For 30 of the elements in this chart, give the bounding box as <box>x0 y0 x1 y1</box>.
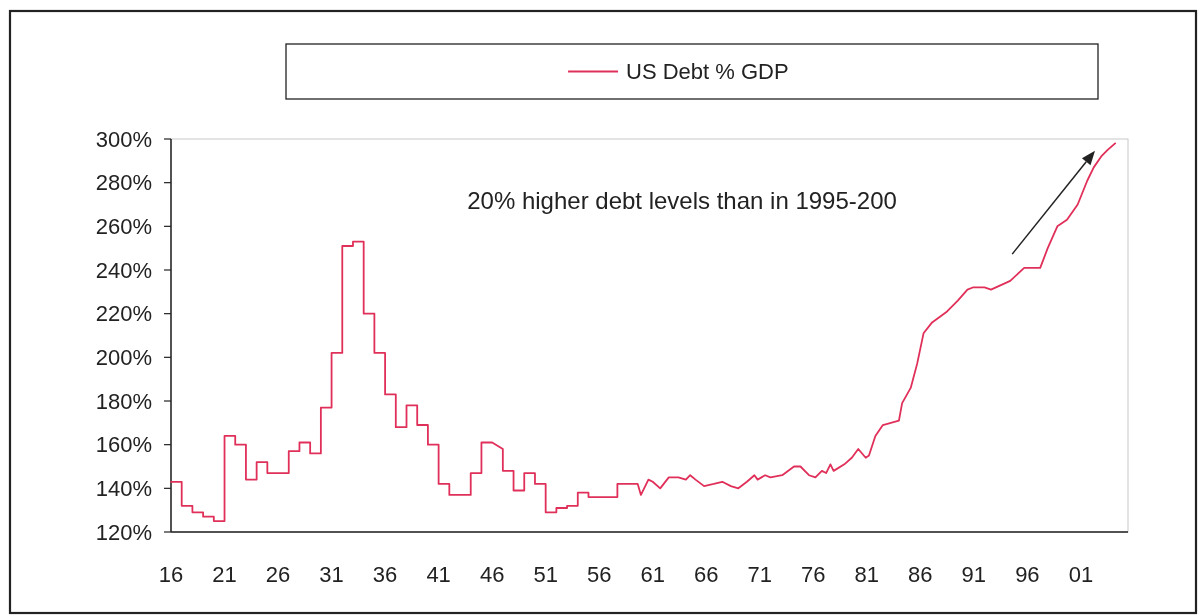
x-tick-label: 41 <box>426 561 451 587</box>
annotation: 20% higher debt levels than in 1995-200 <box>467 187 897 215</box>
x-tick-label: 66 <box>693 561 719 587</box>
y-tick-label: 260% <box>95 214 152 240</box>
x-tick-label: 21 <box>212 561 237 587</box>
legend-label: US Debt % GDP <box>626 59 789 85</box>
x-tick-label: 36 <box>372 561 398 587</box>
y-tick-label: 300% <box>95 126 152 152</box>
x-tick-label: 76 <box>801 561 826 587</box>
x-tick-label: 71 <box>747 561 772 587</box>
x-tick-label: 16 <box>158 561 184 587</box>
x-tick-label: 96 <box>1015 561 1040 587</box>
x-tick-label: 61 <box>640 561 665 587</box>
y-tick-label: 140% <box>95 476 152 502</box>
y-tick-label: 120% <box>95 519 152 545</box>
x-tick-label: 51 <box>533 561 558 587</box>
x-tick-label: 91 <box>961 561 987 587</box>
y-tick-label: 220% <box>95 301 152 327</box>
y-tick-label: 160% <box>95 432 152 458</box>
x-tick-label: 31 <box>319 561 344 587</box>
y-tick-label: 240% <box>95 257 152 283</box>
x-tick-label: 01 <box>1068 561 1094 587</box>
x-tick-label: 26 <box>265 561 291 587</box>
y-tick-label: 200% <box>95 345 152 371</box>
x-tick-label: 86 <box>908 561 933 587</box>
x-tick-label: 46 <box>479 561 505 587</box>
y-tick-label: 180% <box>95 388 152 414</box>
x-tick-label: 56 <box>586 561 612 587</box>
x-tick-label: 81 <box>854 561 880 587</box>
y-tick-label: 280% <box>95 170 152 196</box>
